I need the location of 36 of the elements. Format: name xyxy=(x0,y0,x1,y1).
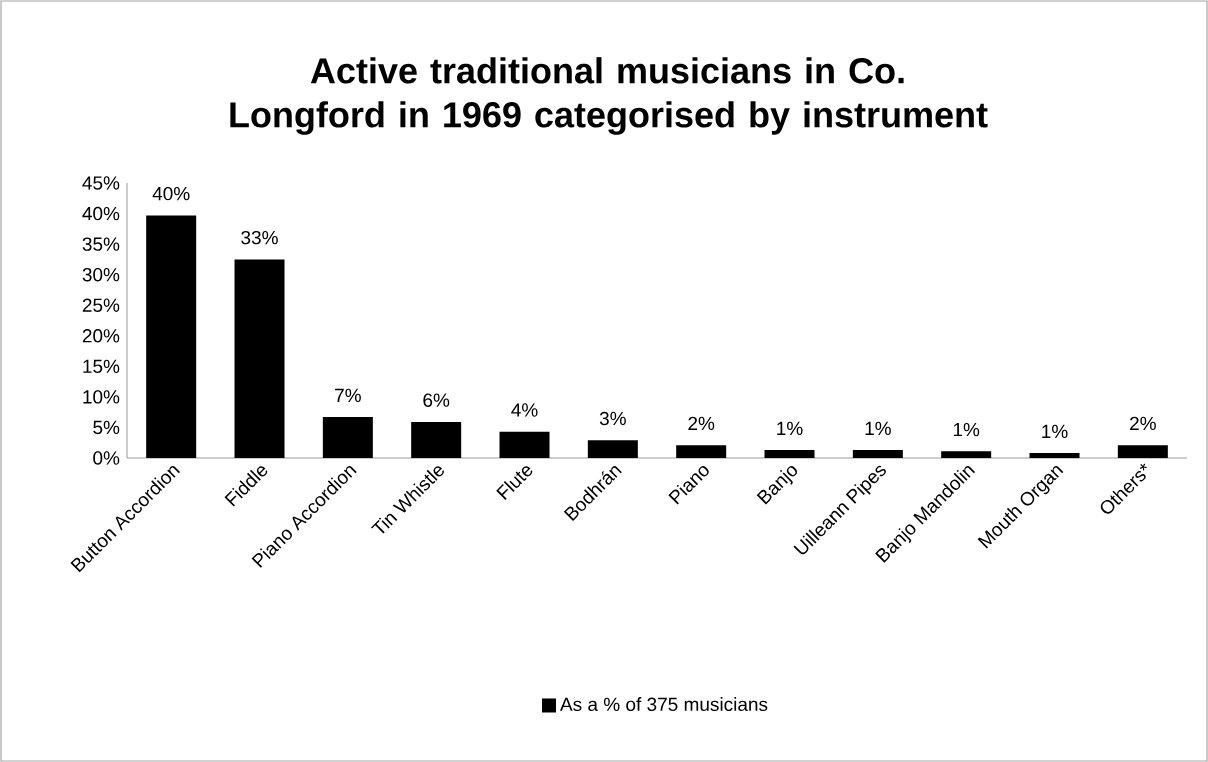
data-label: 4% xyxy=(511,403,538,417)
y-tick-label: 15% xyxy=(83,359,120,374)
legend-label: As a % of 375 musicians xyxy=(560,697,768,712)
data-label: 3% xyxy=(599,411,626,426)
y-tick-label: 10% xyxy=(83,390,120,404)
data-label: 2% xyxy=(688,416,715,431)
bar xyxy=(411,421,462,458)
bar xyxy=(941,451,992,458)
y-tick-label: 35% xyxy=(82,237,120,251)
y-tick-label: 0% xyxy=(93,451,120,465)
data-label: 1% xyxy=(865,421,891,435)
bar xyxy=(587,440,638,458)
y-tick-label: 25% xyxy=(82,298,120,312)
bar xyxy=(1117,445,1168,458)
bar xyxy=(146,215,197,458)
y-tick-label: 30% xyxy=(82,267,120,282)
y-tick-label: 40% xyxy=(82,206,120,221)
bar xyxy=(1029,453,1080,458)
data-label: 7% xyxy=(335,388,361,403)
bar xyxy=(764,450,815,458)
bar xyxy=(499,431,550,458)
y-tick-label: 20% xyxy=(82,329,120,343)
bar xyxy=(234,259,285,458)
chart-title: Active traditional musicians in Co. Longford in 1969 categorised by instrument xyxy=(230,57,988,135)
y-tick-label: 5% xyxy=(93,420,120,435)
bar xyxy=(322,417,373,458)
bar xyxy=(852,450,903,458)
bar xyxy=(676,445,727,458)
data-label: 33% xyxy=(241,230,278,245)
data-label: 1% xyxy=(777,421,803,435)
data-label: 1% xyxy=(1042,424,1068,439)
data-label: 2% xyxy=(1130,416,1156,431)
data-label: 40% xyxy=(152,186,190,201)
data-label: 6% xyxy=(423,393,450,407)
data-label: 1% xyxy=(953,422,980,437)
y-tick-label: 45% xyxy=(82,176,120,190)
